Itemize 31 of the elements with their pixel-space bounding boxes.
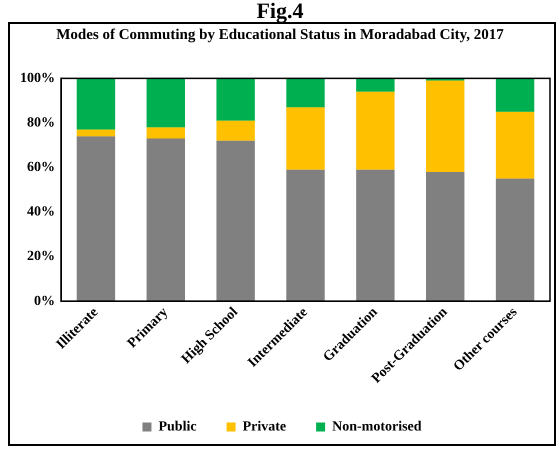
- bar: [76, 130, 116, 136]
- caption: Fig.4: [255, 0, 305, 23]
- bar: [286, 170, 325, 302]
- bar: [496, 178, 534, 302]
- bar: [426, 172, 464, 302]
- bar: [216, 120, 255, 141]
- bar: [76, 78, 116, 130]
- bar: [146, 127, 185, 139]
- y-tick-label: 60%: [27, 160, 55, 176]
- legend-label: Private: [242, 420, 286, 435]
- bar: [356, 92, 395, 170]
- legend-label: Public: [158, 420, 197, 435]
- y-tick-label: 0%: [34, 294, 55, 309]
- bar: [496, 112, 534, 179]
- bar: [146, 138, 185, 302]
- bar: [356, 170, 395, 302]
- bar: [146, 78, 185, 128]
- y-tick-label: 20%: [27, 249, 55, 264]
- y-tick-label: 80%: [27, 116, 55, 131]
- chart-title: Modes of Commuting by Educational Status in Moradabad City, 2017: [55, 26, 505, 44]
- bar: [496, 78, 534, 112]
- bar: [216, 78, 255, 121]
- bar: [426, 80, 464, 172]
- bar: [76, 136, 116, 302]
- bar: [216, 140, 255, 302]
- bar: [286, 107, 325, 170]
- bar: [286, 78, 325, 108]
- y-tick-label: 100%: [20, 71, 55, 86]
- y-tick-label: 40%: [27, 204, 55, 220]
- legend-label: Non-motorised: [332, 420, 422, 435]
- bar: [356, 78, 395, 92]
